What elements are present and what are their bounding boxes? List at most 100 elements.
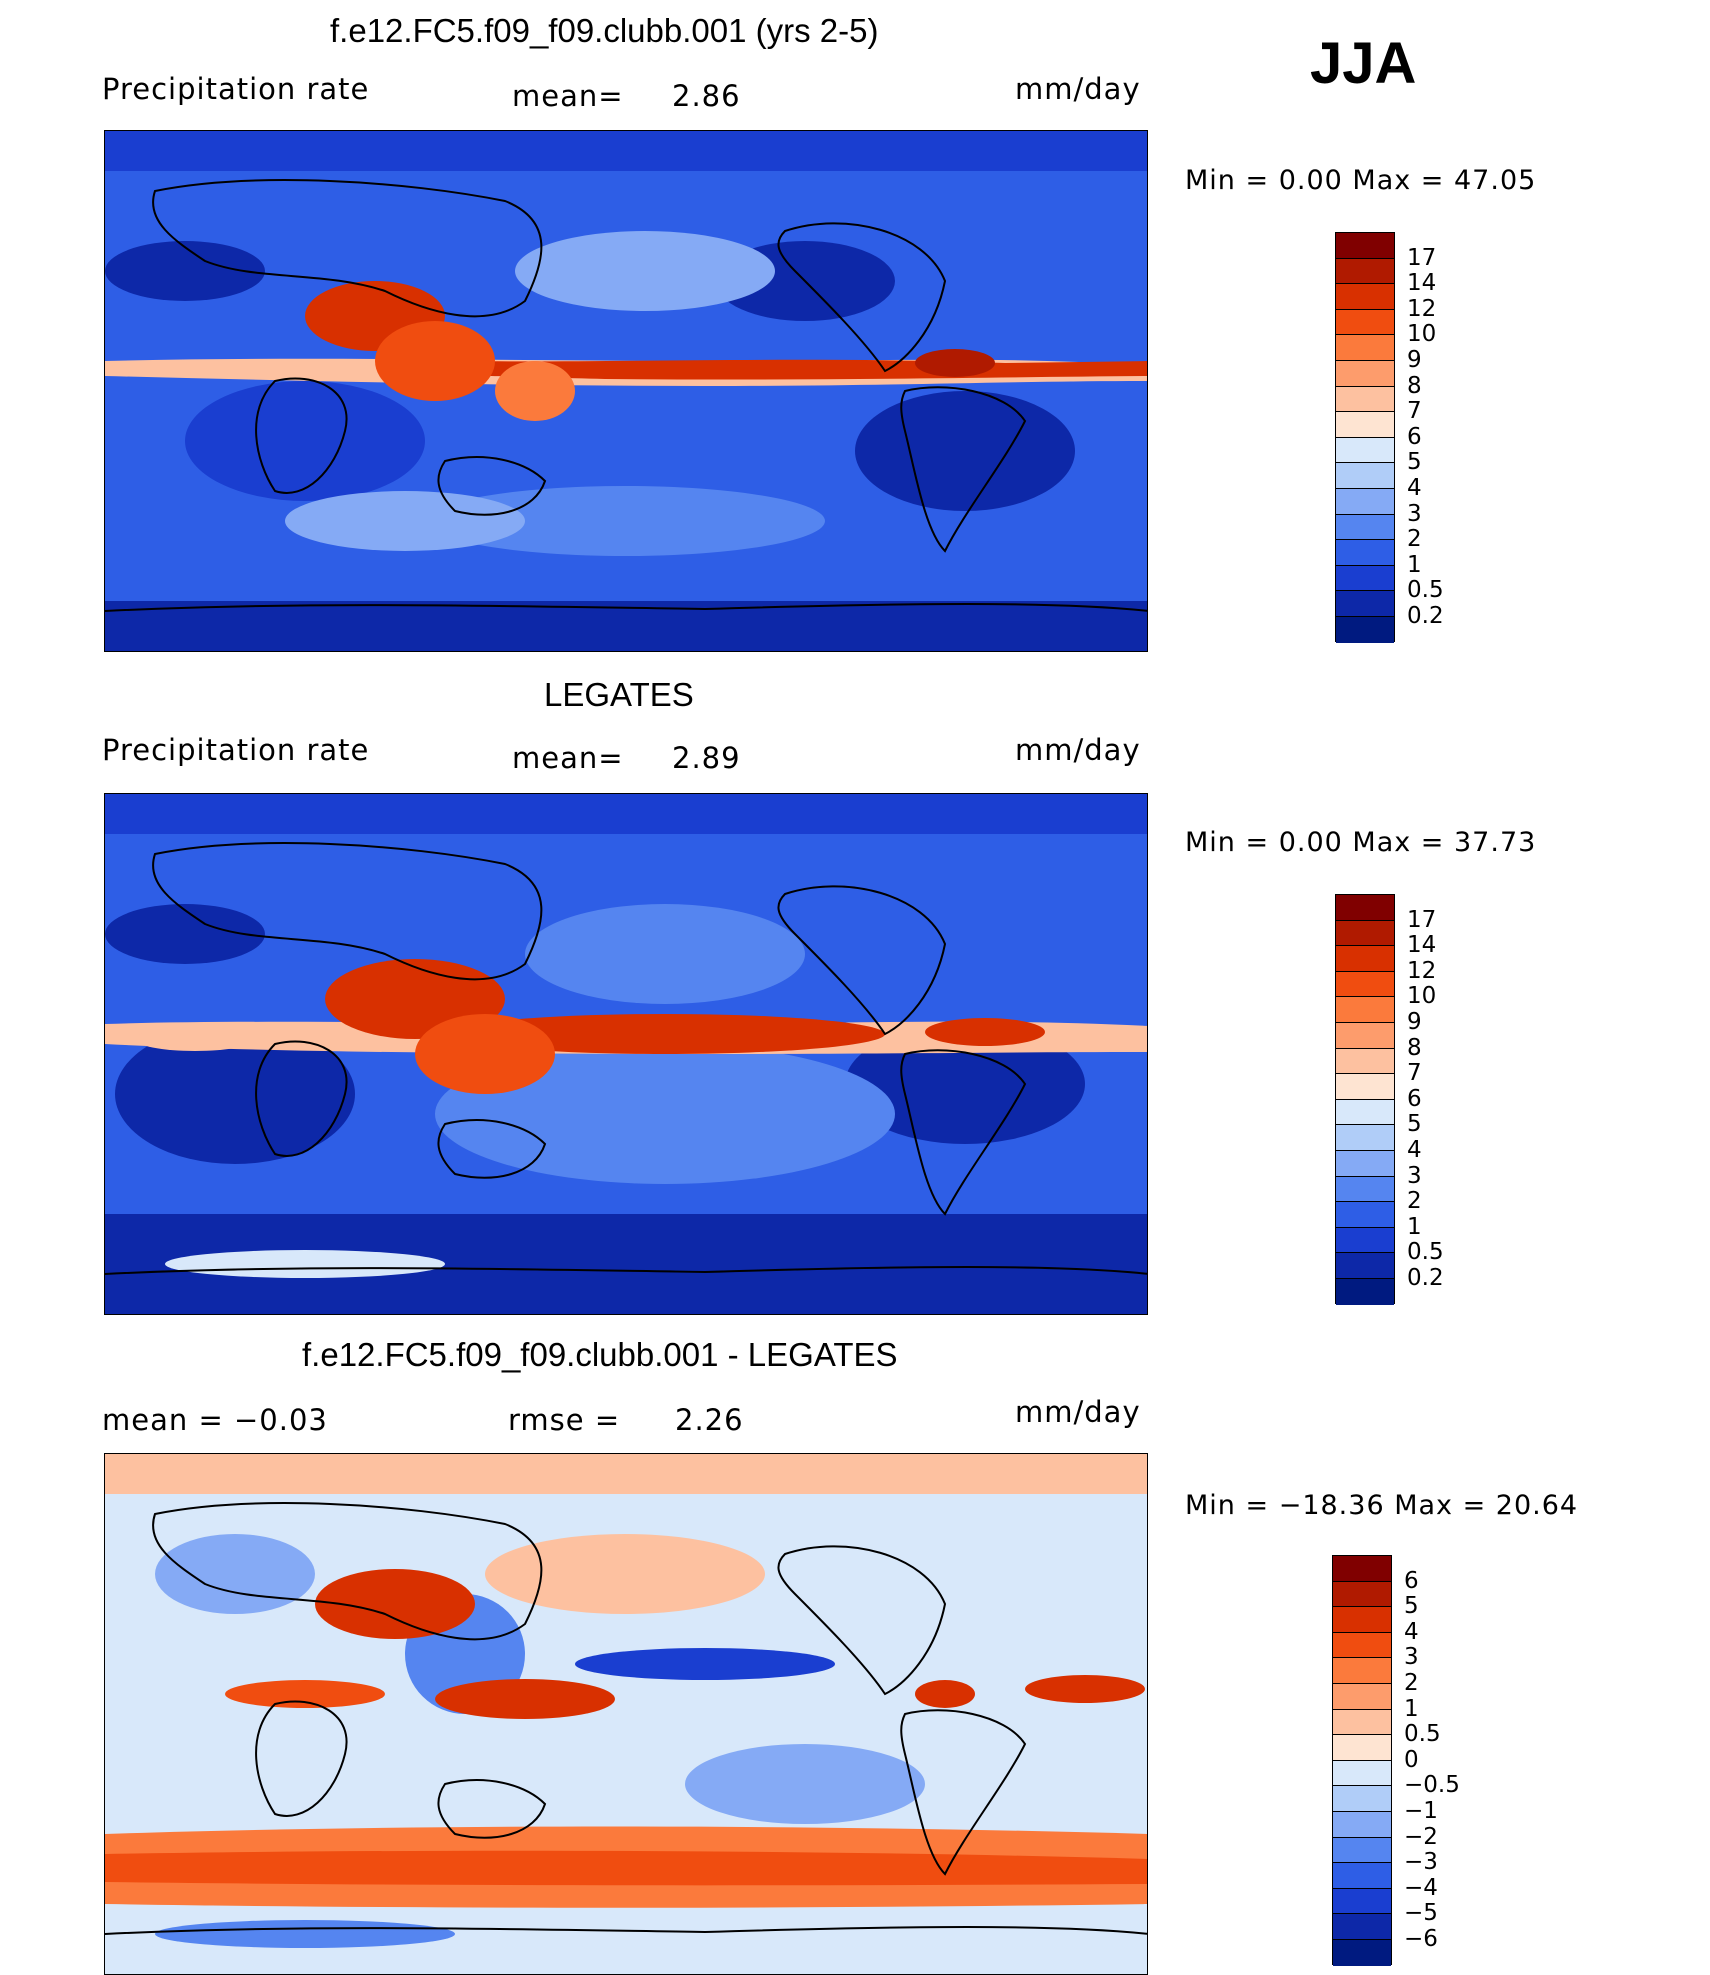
colorbar-segment xyxy=(1333,1914,1391,1940)
colorbar-segment xyxy=(1336,946,1394,972)
colorbar-tick-label: 2 xyxy=(1407,1188,1422,1215)
colorbar-segment xyxy=(1333,1709,1391,1736)
colorbar-segment xyxy=(1336,309,1394,336)
colorbar-segment xyxy=(1336,412,1394,438)
season-label: JJA xyxy=(1310,31,1417,96)
panel-2-units: mm/day xyxy=(1015,733,1141,767)
colorbar-segment xyxy=(1333,1684,1391,1710)
colorbar-segment xyxy=(1336,565,1394,592)
colorbar-segment xyxy=(1333,1556,1391,1582)
colorbar-segment xyxy=(1336,1253,1394,1279)
colorbar-segment xyxy=(1333,1786,1391,1812)
colorbar-tick-label: 1 xyxy=(1407,551,1422,578)
colorbar-segment xyxy=(1336,617,1394,643)
panel-2-mean-value: 2.89 xyxy=(672,741,741,775)
panel-3-map-svg xyxy=(105,1454,1147,1974)
panel-3-map xyxy=(104,1453,1148,1975)
colorbar-tick-label: 12 xyxy=(1407,295,1437,322)
colorbar-segment xyxy=(1336,997,1394,1023)
colorbar-segment xyxy=(1336,1279,1394,1305)
colorbar-segment xyxy=(1336,361,1394,387)
colorbar-tick-label: 12 xyxy=(1407,957,1437,984)
colorbar-segment xyxy=(1336,463,1394,489)
panel-1-map-svg xyxy=(105,131,1147,651)
colorbar-segment xyxy=(1336,258,1394,285)
colorbar-tick-label: 6 xyxy=(1407,423,1422,450)
colorbar-segment xyxy=(1333,1940,1391,1966)
colorbar-segment xyxy=(1336,284,1394,310)
panel-3-rmse-label: rmse = xyxy=(508,1403,621,1437)
colorbar-segment xyxy=(1333,1658,1391,1684)
colorbar-tick-label: −0.5 xyxy=(1404,1772,1460,1799)
panel-3-rmse-value: 2.26 xyxy=(675,1403,744,1437)
colorbar-segment xyxy=(1336,971,1394,998)
colorbar-segment xyxy=(1336,1176,1394,1203)
panel-1-variable-label: Precipitation rate xyxy=(102,72,370,106)
panel-1-minmax: Min = 0.00 Max = 47.05 xyxy=(1185,165,1537,196)
colorbar-tick-label: 5 xyxy=(1407,449,1422,476)
colorbar-segment xyxy=(1333,1581,1391,1608)
colorbar-tick-label: −1 xyxy=(1404,1798,1438,1824)
colorbar-tick-label: 0.5 xyxy=(1404,1721,1441,1748)
colorbar-segment xyxy=(1333,1812,1391,1838)
colorbar-segment xyxy=(1336,233,1394,259)
colorbar-tick-label: 0 xyxy=(1404,1746,1419,1773)
colorbar-segment xyxy=(1336,895,1394,921)
colorbar-segment xyxy=(1333,1735,1391,1761)
colorbar-tick-label: 4 xyxy=(1404,1618,1419,1645)
panel-2-title: LEGATES xyxy=(544,676,694,713)
colorbar-segment xyxy=(1333,1863,1391,1889)
colorbar-tick-label: 9 xyxy=(1407,1009,1422,1035)
colorbar-tick-label: 0.5 xyxy=(1407,1239,1444,1266)
colorbar-tick-label: 10 xyxy=(1407,983,1437,1010)
colorbar-segment xyxy=(1336,437,1394,464)
panel-1-mean-value: 2.86 xyxy=(672,79,741,113)
colorbar-segment xyxy=(1336,1202,1394,1228)
colorbar-segment xyxy=(1336,1099,1394,1126)
panel-2-mean-label: mean= xyxy=(512,741,624,775)
colorbar-segment xyxy=(1336,386,1394,413)
colorbar-tick-label: 9 xyxy=(1407,347,1422,373)
colorbar-tick-label: 3 xyxy=(1407,1162,1422,1189)
panel-3-units: mm/day xyxy=(1015,1395,1141,1429)
colorbar-tick-label: 3 xyxy=(1404,1644,1419,1671)
colorbar-segment xyxy=(1333,1837,1391,1864)
colorbar-tick-label: 7 xyxy=(1407,1060,1422,1087)
panel-3-minmax: Min = −18.36 Max = 20.64 xyxy=(1185,1490,1579,1521)
colorbar-tick-label: 14 xyxy=(1407,932,1437,959)
panel-3-mean-label: mean = −0.03 xyxy=(102,1403,328,1437)
colorbar-tick-label: −6 xyxy=(1404,1926,1438,1952)
panel-3-title: f.e12.FC5.f09_f09.clubb.001 - LEGATES xyxy=(302,1336,898,1373)
colorbar-tick-label: 0.2 xyxy=(1407,603,1444,629)
colorbar-box xyxy=(1335,232,1395,643)
colorbar-tick-label: 6 xyxy=(1404,1567,1419,1594)
colorbar-segment xyxy=(1336,920,1394,947)
colorbar-tick-label: 6 xyxy=(1407,1085,1422,1112)
colorbar-tick-label: 10 xyxy=(1407,321,1437,348)
colorbar-segment xyxy=(1333,1760,1391,1787)
colorbar-tick-label: 7 xyxy=(1407,398,1422,425)
colorbar-segment xyxy=(1333,1632,1391,1659)
colorbar-tick-label: 0.5 xyxy=(1407,577,1444,604)
colorbar-segment xyxy=(1336,1125,1394,1151)
colorbar-tick-label: 1 xyxy=(1404,1695,1419,1722)
colorbar-box xyxy=(1335,894,1395,1305)
colorbar-segment xyxy=(1336,1151,1394,1177)
colorbar-tick-label: −3 xyxy=(1404,1849,1438,1876)
colorbar-segment xyxy=(1333,1888,1391,1915)
panel-2-map-svg xyxy=(105,794,1147,1314)
panel-1-units: mm/day xyxy=(1015,72,1141,106)
colorbar-segment xyxy=(1336,1074,1394,1100)
colorbar-tick-label: 8 xyxy=(1407,372,1422,399)
colorbar-tick-label: 17 xyxy=(1407,906,1437,933)
colorbar-segment xyxy=(1336,591,1394,617)
colorbar-tick-label: 14 xyxy=(1407,270,1437,297)
colorbar-tick-label: 8 xyxy=(1407,1034,1422,1061)
colorbar-segment xyxy=(1336,1227,1394,1254)
colorbar-segment xyxy=(1336,514,1394,541)
colorbar-tick-label: 5 xyxy=(1404,1593,1419,1620)
colorbar-segment xyxy=(1333,1607,1391,1633)
colorbar-tick-label: 4 xyxy=(1407,1137,1422,1163)
panel-2-minmax: Min = 0.00 Max = 37.73 xyxy=(1185,827,1537,858)
colorbar-tick-label: 2 xyxy=(1407,526,1422,553)
